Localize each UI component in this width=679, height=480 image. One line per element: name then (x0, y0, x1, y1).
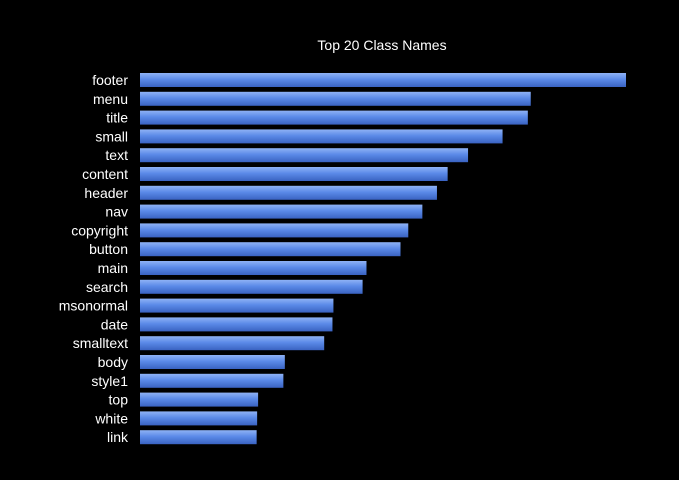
bar-style1 (140, 373, 284, 388)
category-label-search: search (86, 279, 128, 295)
bar-main (140, 261, 367, 275)
bar-title (140, 110, 528, 125)
category-label-main: main (98, 260, 128, 276)
category-label-date: date (101, 316, 128, 332)
bar-footer (140, 73, 626, 87)
category-label-content: content (82, 166, 128, 182)
category-label-small: small (95, 128, 128, 144)
bar-white (140, 411, 258, 426)
category-label-style1: style1 (91, 373, 128, 389)
category-label-header: header (84, 185, 128, 201)
category-label-footer: footer (92, 72, 128, 88)
category-labels: footermenutitlesmalltextcontentheadernav… (59, 72, 129, 445)
bar-copyright (140, 223, 409, 238)
bar-top (140, 392, 259, 407)
category-label-menu: menu (93, 91, 128, 107)
category-label-link: link (107, 429, 129, 445)
category-label-nav: nav (105, 204, 128, 220)
chart-title: Top 20 Class Names (317, 37, 446, 53)
bar-text (140, 148, 469, 163)
bar-header (140, 185, 437, 200)
bar-search (140, 279, 363, 294)
bar-content (140, 167, 448, 181)
bars (140, 73, 626, 445)
bar-smalltext (140, 336, 325, 351)
bar-link (140, 430, 257, 445)
category-label-body: body (98, 354, 128, 370)
category-label-white: white (94, 410, 128, 426)
category-label-button: button (89, 241, 128, 257)
category-label-copyright: copyright (71, 222, 128, 238)
category-label-smalltext: smalltext (73, 335, 128, 351)
category-label-text: text (105, 147, 128, 163)
category-label-top: top (109, 392, 129, 408)
bar-small (140, 129, 503, 144)
bar-msonormal (140, 298, 334, 313)
category-label-msonormal: msonormal (59, 298, 128, 314)
category-label-title: title (106, 110, 128, 126)
bar-menu (140, 91, 531, 106)
bar-body (140, 355, 285, 369)
bar-nav (140, 204, 423, 219)
bar-button (140, 242, 401, 257)
bar-date (140, 317, 333, 332)
